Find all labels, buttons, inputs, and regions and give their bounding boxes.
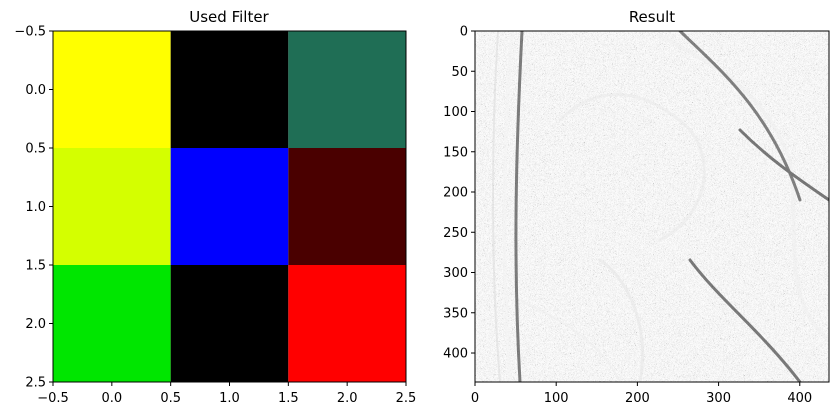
filter-cell <box>288 148 406 265</box>
y-tick-label: 2.5 <box>25 376 46 391</box>
right-y-ticks: 0 50 100 150 200 250 300 350 400 <box>443 25 475 362</box>
x-tick-label: 0.5 <box>160 391 181 406</box>
filter-cell <box>288 31 406 148</box>
x-tick-label: 400 <box>787 391 812 406</box>
y-tick-label: 250 <box>443 226 468 241</box>
y-tick-label: 0.0 <box>25 83 46 98</box>
y-tick-label: 0 <box>460 25 468 40</box>
used-filter-chart: Used Filter −0.5 0.0 0.5 1.0 1.5 2.0 2.5 −0.5 0… <box>14 8 416 406</box>
right-axes-frame <box>474 30 830 383</box>
right-chart-title: Result <box>629 8 675 26</box>
y-tick-label: 100 <box>443 105 468 120</box>
x-tick-label: 1.5 <box>278 391 299 406</box>
y-tick-label: 300 <box>443 266 468 281</box>
x-tick-label: 2.0 <box>337 391 358 406</box>
result-image <box>475 31 829 382</box>
left-y-ticks: −0.5 0.0 0.5 1.0 1.5 2.0 2.5 <box>14 25 53 391</box>
x-tick-label: −0.5 <box>37 391 69 406</box>
filter-cell <box>53 31 171 148</box>
result-chart: Result <box>443 8 830 406</box>
x-tick-label: 0 <box>471 391 479 406</box>
right-x-ticks: 0 100 200 300 400 <box>471 382 812 406</box>
filter-cell <box>53 265 171 382</box>
y-tick-label: 1.5 <box>25 259 46 274</box>
filter-cell <box>53 148 171 265</box>
y-tick-label: 2.0 <box>25 317 46 332</box>
y-tick-label: 400 <box>443 347 468 362</box>
x-tick-label: 300 <box>706 391 731 406</box>
filter-cell <box>170 148 289 265</box>
y-tick-label: 1.0 <box>25 200 46 215</box>
y-tick-label: 150 <box>443 145 468 160</box>
y-tick-label: 50 <box>451 65 468 80</box>
x-tick-label: 0.0 <box>101 391 122 406</box>
x-tick-label: 2.5 <box>396 391 417 406</box>
left-x-ticks: −0.5 0.0 0.5 1.0 1.5 2.0 2.5 <box>37 382 416 406</box>
y-tick-label: 350 <box>443 306 468 321</box>
x-tick-label: 1.0 <box>219 391 240 406</box>
y-tick-label: 200 <box>443 186 468 201</box>
filter-cell <box>288 265 406 382</box>
x-tick-label: 100 <box>544 391 569 406</box>
filter-cell <box>170 265 289 382</box>
x-tick-label: 200 <box>625 391 650 406</box>
filter-cells <box>53 31 406 382</box>
filter-cell <box>170 31 289 148</box>
y-tick-label: 0.5 <box>25 142 46 157</box>
y-tick-label: −0.5 <box>14 25 46 40</box>
left-chart-title: Used Filter <box>189 8 269 26</box>
